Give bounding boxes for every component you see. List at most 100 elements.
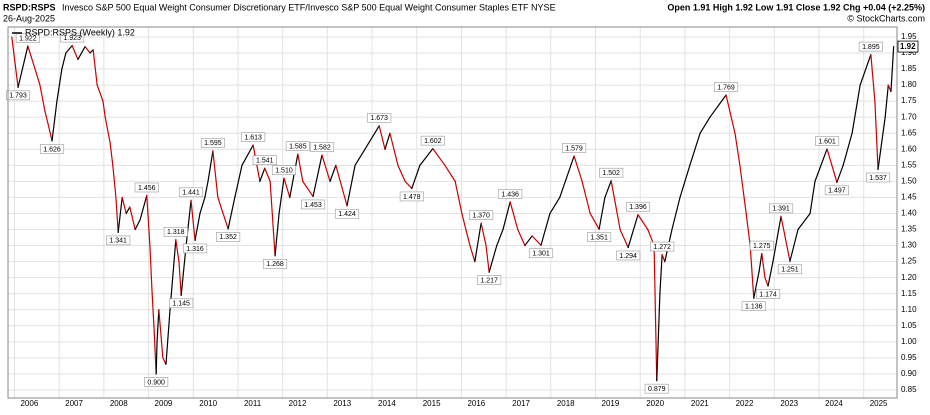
label-box xyxy=(528,248,554,259)
data-label: 1.453 xyxy=(304,202,322,209)
line-segment xyxy=(77,45,86,61)
line-segment xyxy=(346,164,356,207)
data-label: 1.497 xyxy=(828,188,846,195)
line-segment xyxy=(312,154,323,198)
line-segment xyxy=(139,194,148,221)
label-box xyxy=(169,298,194,309)
line-segment xyxy=(146,194,151,247)
line-segment xyxy=(194,212,201,242)
x-tick-label: 2015 xyxy=(423,399,441,408)
line-segment xyxy=(190,199,196,242)
line-segment xyxy=(753,270,760,299)
data-label: 1.579 xyxy=(565,145,583,152)
line-segment xyxy=(540,212,551,246)
label-box xyxy=(749,240,774,251)
line-segment xyxy=(432,148,446,166)
line-segment xyxy=(180,244,187,296)
label-box xyxy=(587,232,612,242)
line-segment xyxy=(56,68,63,102)
line-segment xyxy=(121,196,127,215)
line-segment xyxy=(104,116,111,144)
label-box xyxy=(777,264,803,275)
line-segment xyxy=(549,196,561,215)
label-box xyxy=(599,167,624,178)
y-tick-label: 1.95 xyxy=(901,32,917,41)
line-segment xyxy=(165,309,171,365)
label-box xyxy=(263,259,288,269)
line-segment xyxy=(149,244,153,295)
data-label: 1.541 xyxy=(256,158,274,165)
line-segment xyxy=(444,164,456,182)
line-segment xyxy=(61,52,67,70)
y-tick-label: 1.75 xyxy=(901,96,917,105)
line-segment xyxy=(199,196,206,215)
line-segment xyxy=(17,45,29,88)
line-segment xyxy=(485,244,490,273)
label-box xyxy=(163,226,188,237)
data-label: 1.351 xyxy=(590,235,608,242)
line-segment xyxy=(502,201,511,231)
label-box xyxy=(178,187,204,198)
data-label: 1.793 xyxy=(9,93,27,100)
label-box xyxy=(200,138,225,148)
chart-title: Invesco S&P 500 Equal Weight Consumer Di… xyxy=(62,2,556,12)
line-segment xyxy=(699,116,711,134)
line-segment xyxy=(874,100,879,171)
quote: Open 1.91 High 1.92 Low 1.91 Close 1.92 … xyxy=(667,2,925,12)
line-segment xyxy=(884,84,889,118)
y-tick-label: 1.10 xyxy=(901,305,917,314)
label-box xyxy=(39,144,65,154)
label-box xyxy=(367,113,392,123)
label-box xyxy=(768,203,794,214)
label-box xyxy=(756,289,781,299)
line-segment xyxy=(92,49,98,86)
label-box xyxy=(285,141,310,151)
line-segment xyxy=(469,244,476,263)
line-segment xyxy=(573,155,583,182)
data-label: 1.318 xyxy=(167,229,185,236)
y-tick-label: 1.40 xyxy=(901,209,917,218)
data-label: 1.582 xyxy=(313,144,331,151)
x-tick-label: 2024 xyxy=(825,399,843,408)
line-segment xyxy=(836,164,844,183)
data-label: 0.879 xyxy=(648,386,666,393)
line-segment xyxy=(627,214,639,249)
data-label: 1.370 xyxy=(472,212,490,219)
y-tick-label: 1.70 xyxy=(901,112,917,121)
label-box xyxy=(815,136,840,146)
label-box xyxy=(252,155,277,166)
data-label: 1.396 xyxy=(629,204,647,211)
x-tick-label: 2023 xyxy=(780,399,798,408)
label-box xyxy=(60,32,85,43)
data-label: 1.136 xyxy=(745,304,763,311)
symbol: RSPD:RSPS xyxy=(3,2,56,12)
line-segment xyxy=(34,68,41,86)
line-segment xyxy=(734,132,741,166)
data-label: 1.595 xyxy=(204,140,222,147)
label-box xyxy=(625,201,651,212)
line-segment xyxy=(826,148,838,183)
data-label: 1.585 xyxy=(289,143,307,150)
label-box xyxy=(271,165,297,175)
line-segment xyxy=(278,177,285,215)
label-box xyxy=(399,191,424,202)
data-label: 1.272 xyxy=(653,244,671,251)
line-segment xyxy=(797,212,811,231)
line-segment xyxy=(509,201,519,231)
label-box xyxy=(644,383,669,394)
line-segment xyxy=(789,228,799,262)
label-box xyxy=(858,41,883,52)
data-label: 1.294 xyxy=(619,253,637,260)
line-segment xyxy=(39,84,46,112)
line-segment xyxy=(241,144,254,166)
line-segment xyxy=(581,180,591,215)
line-segment xyxy=(65,45,73,54)
line-segment xyxy=(175,239,180,263)
line-segment xyxy=(158,309,164,359)
line-segment xyxy=(134,219,141,231)
label-box xyxy=(241,132,266,142)
data-label: 1.145 xyxy=(172,301,190,308)
line-segment xyxy=(758,252,763,272)
plot: 1.793 1.922 1.626 1.923 1.341 1.456 0.900 1.318… xyxy=(5,32,895,394)
x-tick-label: 2009 xyxy=(155,399,173,408)
